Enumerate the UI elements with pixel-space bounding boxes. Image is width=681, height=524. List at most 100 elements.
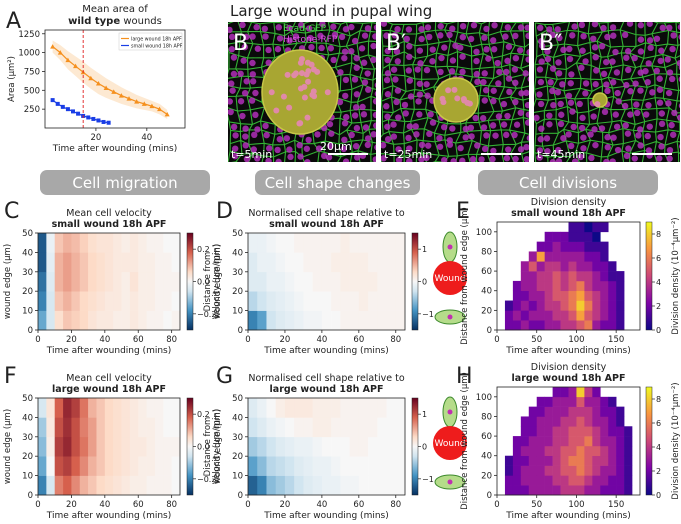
heatmap-cell — [377, 291, 387, 311]
chart-subtitle: large wound 18h APF — [270, 384, 384, 395]
heatmap-cell — [275, 233, 286, 253]
heatmap-cell — [71, 310, 81, 331]
heatmap-cell — [163, 271, 172, 292]
heatmap-cell — [528, 436, 538, 447]
nucleus — [297, 153, 304, 160]
heatmap-cell — [560, 280, 569, 292]
nucleus — [622, 122, 629, 129]
heatmap-cell — [608, 436, 617, 447]
heatmap-cell — [544, 406, 553, 417]
nucleus — [591, 22, 599, 28]
nucleus — [590, 35, 597, 42]
heatmap-cell — [138, 417, 147, 438]
nucleus — [384, 56, 391, 64]
nucleus — [405, 67, 413, 74]
heatmap-cell — [584, 416, 593, 427]
nucleus — [462, 134, 469, 141]
heatmap-cell — [121, 233, 131, 253]
wound-nucleus — [284, 71, 291, 78]
nucleus — [525, 111, 529, 118]
nucleus — [549, 87, 556, 95]
nucleus — [627, 88, 634, 95]
heatmap-cell — [129, 398, 139, 418]
heatmap-cell — [584, 251, 593, 262]
heatmap-cell — [368, 436, 378, 457]
heatmap-cell — [248, 310, 258, 331]
heatmap-cell — [294, 475, 304, 496]
heatmap-cell — [536, 251, 545, 262]
heatmap-cell — [624, 455, 633, 466]
nucleus — [252, 89, 259, 97]
heatmap-cell — [284, 436, 295, 457]
heatmap-cell — [520, 465, 530, 476]
nucleus — [588, 154, 595, 162]
x-axis-label: Time after wounding (mins) — [505, 346, 631, 356]
heatmap-cell — [616, 475, 625, 486]
heatmap-cell — [71, 252, 81, 273]
y-tick-label: 20 — [481, 306, 492, 316]
heatmap-cell — [275, 310, 286, 331]
nucleus — [406, 145, 413, 152]
heatmap-cell — [520, 300, 530, 311]
nucleus — [679, 49, 680, 52]
nucleus — [263, 131, 270, 139]
heatmap-cell — [552, 261, 561, 272]
nucleus — [467, 124, 475, 131]
y-axis-label: Area (μm²) — [7, 56, 17, 102]
colorbar-tick-label: 4 — [656, 278, 661, 287]
heatmap-cell — [600, 436, 609, 447]
heatmap-cell — [275, 456, 286, 476]
nucleus — [436, 134, 443, 142]
nucleus — [416, 80, 424, 87]
nucleus — [252, 111, 259, 119]
nucleus — [374, 144, 376, 151]
heatmap-cell — [568, 241, 577, 252]
plot-frame — [44, 29, 186, 129]
heatmap-cell — [584, 271, 593, 282]
heatmap-cell — [171, 456, 181, 476]
panel-label: F — [4, 364, 17, 389]
heatmap-cell — [608, 426, 617, 437]
nucleus — [449, 25, 456, 32]
heatmap-cell — [121, 475, 131, 496]
y-tick-label: 100 — [476, 393, 492, 403]
nucleus — [518, 90, 525, 97]
y-tick-label: 30 — [22, 433, 33, 443]
nucleus — [262, 122, 269, 130]
heatmap-cell — [600, 416, 609, 427]
heatmap-cell — [266, 271, 277, 292]
wound-icon — [433, 426, 467, 460]
nucleus — [423, 81, 430, 88]
nucleus — [544, 48, 551, 55]
wound-nucleus — [324, 89, 331, 96]
title-bold: wild type — [68, 16, 120, 27]
nucleus — [500, 121, 508, 128]
nucleus — [537, 136, 544, 143]
heatmap-cell — [592, 445, 601, 457]
heatmap-cell — [552, 231, 561, 242]
nucleus — [384, 123, 391, 130]
nucleus — [254, 45, 262, 52]
colorbar-tick-label: −0.2 — [197, 475, 216, 484]
point — [134, 99, 140, 104]
nucleus — [566, 55, 574, 63]
heatmap-cell — [294, 252, 304, 273]
heatmap-cell — [321, 417, 332, 438]
x-tick-label: 0 — [35, 335, 40, 345]
nucleus — [243, 78, 250, 85]
heatmap-cell — [104, 398, 114, 418]
heatmap-cell — [600, 261, 609, 272]
heatmap-cell — [568, 271, 577, 282]
heatmap-cell — [536, 436, 545, 447]
heatmap-cell — [294, 291, 304, 311]
nucleus — [251, 131, 258, 139]
nucleus — [524, 24, 529, 31]
nucleus — [283, 135, 291, 142]
heatmap-cell — [584, 426, 593, 437]
heatmap-cell — [284, 252, 295, 273]
heatmap-cell — [560, 310, 569, 321]
point — [111, 89, 117, 94]
heatmap-cell — [520, 455, 530, 466]
nucleus — [441, 44, 448, 51]
heatmap-cell — [284, 271, 295, 292]
